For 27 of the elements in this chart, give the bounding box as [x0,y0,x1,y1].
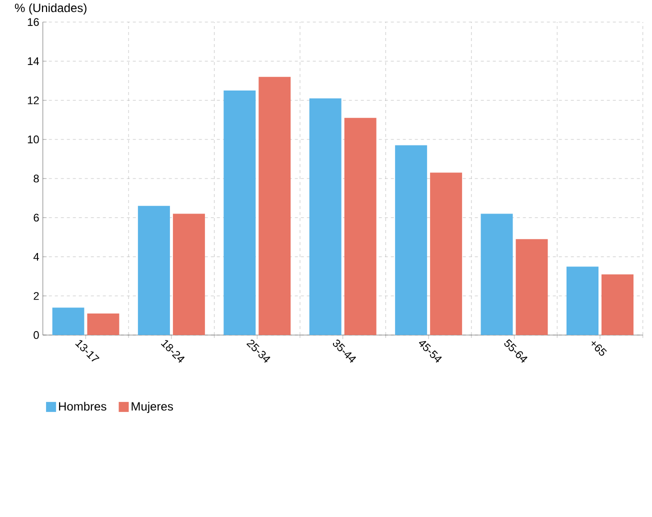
y-tick-label: 14 [28,57,39,65]
y-tick-label: 8 [34,174,39,182]
legend-label: Hombres [59,402,106,411]
y-tick-label: 4 [33,253,39,261]
bar [138,206,170,336]
y-tick-label: 2 [34,292,39,300]
bar [172,214,205,336]
bar [395,145,428,336]
x-tick-label: +65 [592,341,607,356]
bar [258,76,291,336]
y-tick-label: 6 [34,214,39,222]
y-tick-label: 0 [34,331,39,339]
y-tick-label: 12 [28,96,39,104]
bar [566,266,598,336]
bar [87,314,120,336]
bar [224,90,256,336]
legend-label: Mujeres [132,402,173,414]
bar [602,274,634,336]
bar [430,172,462,336]
bar [480,214,513,336]
bar [309,98,342,336]
y-tick-label: 10 [28,136,39,144]
y-axis-title: % (Unidades) [14,3,86,15]
y-tick-label: 16 [28,18,39,26]
bar [52,308,84,336]
bar [344,118,376,336]
bar [516,239,548,336]
